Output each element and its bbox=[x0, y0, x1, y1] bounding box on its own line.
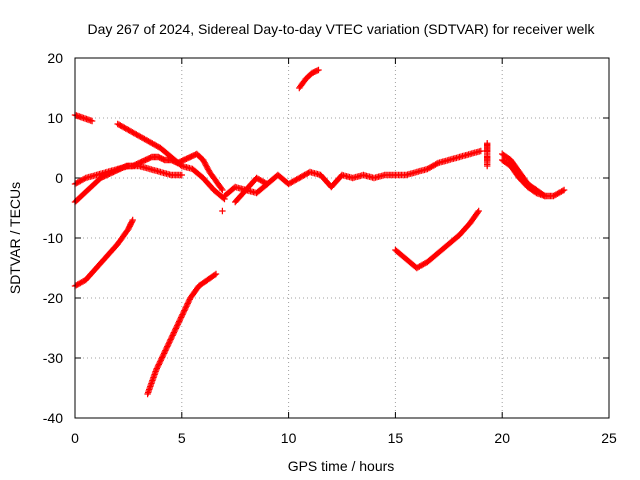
data-point bbox=[153, 365, 160, 372]
data-point bbox=[159, 353, 166, 360]
axis-ticks: 0 5 10 15 20 25 -40 -30 -20 -10 0 10 20 bbox=[43, 50, 617, 446]
data-point bbox=[212, 270, 220, 278]
data-point bbox=[174, 322, 181, 329]
series-arc-8 bbox=[232, 180, 271, 206]
series-arc-11 bbox=[392, 207, 482, 272]
data-point bbox=[475, 207, 482, 215]
data-point bbox=[155, 361, 162, 368]
data-point bbox=[160, 351, 167, 358]
x-tick-label: 20 bbox=[494, 430, 510, 446]
series-arc-5 bbox=[71, 216, 136, 290]
data-point bbox=[164, 343, 171, 350]
data-point bbox=[185, 297, 193, 304]
data-point bbox=[315, 66, 322, 74]
y-tick-label: 10 bbox=[47, 110, 63, 126]
y-tick-label: -10 bbox=[43, 230, 63, 246]
data-point bbox=[474, 209, 481, 216]
data-point bbox=[177, 314, 185, 321]
plot-frame bbox=[74, 57, 610, 419]
data-point bbox=[541, 192, 549, 200]
series-arc-9 bbox=[219, 207, 226, 215]
data-point bbox=[81, 175, 88, 182]
data-point bbox=[164, 341, 172, 349]
data-point bbox=[166, 339, 173, 346]
data-point bbox=[218, 185, 225, 192]
x-tick-label: 10 bbox=[281, 430, 297, 446]
series-arc-3 bbox=[71, 111, 96, 125]
y-tick-label: -30 bbox=[43, 350, 63, 366]
series-arc-10 bbox=[296, 66, 322, 92]
data-point bbox=[169, 332, 176, 339]
data-point bbox=[156, 358, 164, 365]
data-points bbox=[71, 66, 568, 398]
data-point bbox=[183, 303, 190, 310]
data-point bbox=[211, 271, 218, 279]
grid bbox=[75, 58, 609, 418]
data-point bbox=[182, 304, 189, 311]
data-point bbox=[264, 180, 271, 188]
data-point bbox=[262, 181, 270, 189]
x-axis-label: GPS time / hours bbox=[288, 458, 395, 474]
data-point bbox=[484, 140, 491, 147]
series-arc-12 bbox=[484, 140, 491, 170]
data-point bbox=[161, 348, 168, 356]
data-point bbox=[176, 317, 183, 324]
data-point bbox=[559, 187, 566, 194]
data-point bbox=[181, 307, 188, 314]
y-tick-label: -20 bbox=[43, 290, 63, 306]
data-point bbox=[433, 160, 440, 167]
data-point bbox=[88, 117, 96, 125]
data-point bbox=[178, 312, 185, 320]
data-point bbox=[477, 147, 484, 155]
x-tick-label: 5 bbox=[178, 430, 186, 446]
data-point bbox=[168, 333, 176, 340]
series-arc-4 bbox=[114, 120, 228, 203]
series-arc-7 bbox=[221, 147, 484, 200]
series-arc-14 bbox=[499, 156, 549, 200]
data-point bbox=[219, 186, 226, 194]
y-tick-label: 20 bbox=[47, 50, 63, 66]
x-tick-label: 15 bbox=[388, 430, 404, 446]
data-point bbox=[129, 216, 136, 224]
y-tick-label: -40 bbox=[43, 410, 63, 426]
y-tick-label: 0 bbox=[55, 170, 63, 186]
data-point bbox=[173, 323, 180, 331]
y-axis-label: SDTVAR / TECUs bbox=[7, 182, 23, 294]
series-arc-2 bbox=[71, 162, 185, 188]
x-tick-label: 25 bbox=[601, 430, 617, 446]
data-point bbox=[170, 329, 178, 336]
data-point bbox=[560, 186, 568, 194]
x-tick-label: 0 bbox=[71, 430, 79, 446]
chart-title: Day 267 of 2024, Sidereal Day-to-day VTE… bbox=[87, 21, 595, 37]
series-arc-6 bbox=[144, 270, 220, 398]
data-point bbox=[219, 207, 226, 215]
data-point bbox=[178, 171, 185, 179]
